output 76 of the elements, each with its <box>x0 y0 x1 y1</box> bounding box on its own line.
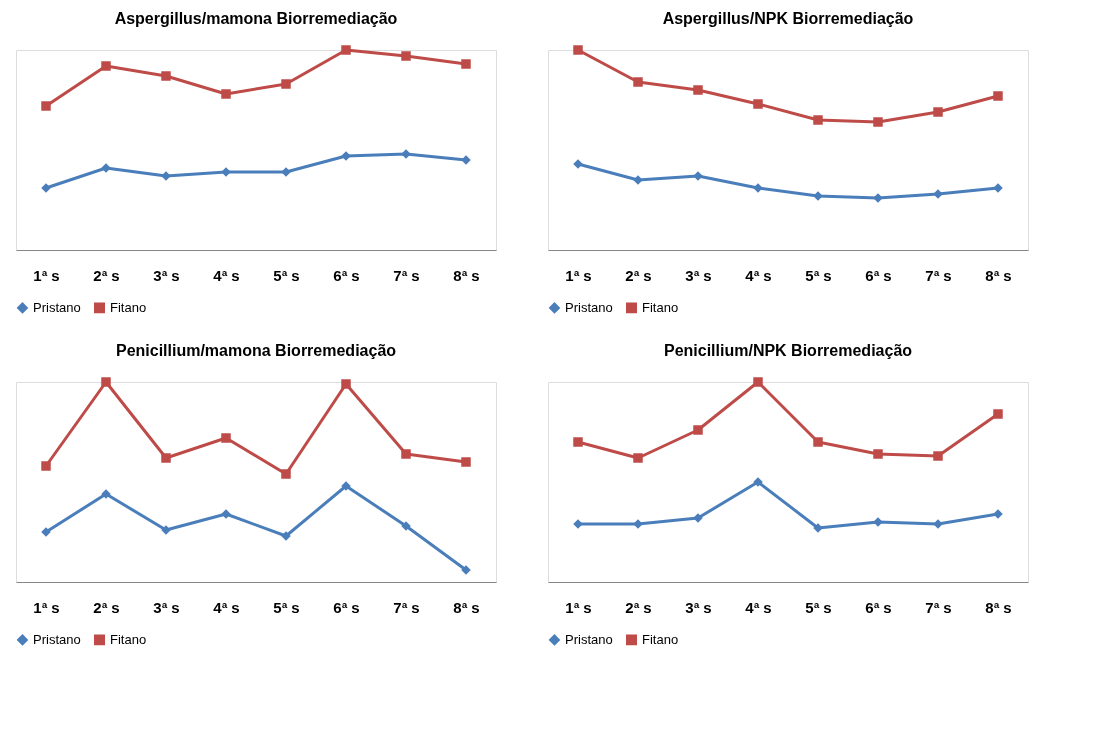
point <box>41 101 51 111</box>
x-tick-label: 6ª s <box>865 266 892 284</box>
x-tick-label: 2ª s <box>93 266 120 284</box>
x-tick-label: 3ª s <box>153 266 180 284</box>
x-tick-label: 7ª s <box>393 598 420 616</box>
point <box>221 89 231 99</box>
point <box>993 409 1003 419</box>
point <box>693 85 703 95</box>
point <box>41 461 51 471</box>
point <box>281 79 291 89</box>
point <box>753 99 763 109</box>
x-tick-label: 2ª s <box>625 266 652 284</box>
legend-label: Pristano <box>565 631 613 647</box>
x-tick-label: 4ª s <box>745 598 772 616</box>
x-tick-label: 6ª s <box>333 266 360 284</box>
legend-label: Pristano <box>565 299 613 315</box>
point <box>813 437 823 447</box>
legend-label: Pristano <box>33 631 81 647</box>
x-tick-label: 1ª s <box>565 266 592 284</box>
chart-title: Penicillium/NPK Biorremediação <box>663 342 913 360</box>
legend-label: Fitano <box>110 299 147 315</box>
x-tick-label: 6ª s <box>333 598 360 616</box>
x-tick-label: 1ª s <box>33 598 60 616</box>
point <box>161 453 171 463</box>
x-tick-label: 6ª s <box>865 598 892 616</box>
chart-title: Penicillium/mamona Biorremediação <box>115 342 397 360</box>
x-tick-label: 8ª s <box>985 598 1012 616</box>
point <box>101 61 111 71</box>
point <box>573 45 583 55</box>
x-tick-label: 8ª s <box>985 266 1012 284</box>
point <box>341 45 351 55</box>
point <box>101 377 111 387</box>
x-tick-label: 4ª s <box>213 598 240 616</box>
x-tick-label: 5ª s <box>805 598 832 616</box>
point <box>693 425 703 435</box>
point <box>401 449 411 459</box>
point <box>933 107 943 117</box>
x-tick-label: 1ª s <box>565 598 592 616</box>
point <box>401 51 411 61</box>
x-tick-label: 3ª s <box>685 266 712 284</box>
legend-label: Fitano <box>642 631 679 647</box>
point <box>993 91 1003 101</box>
x-tick-label: 7ª s <box>393 266 420 284</box>
x-tick-label: 2ª s <box>625 598 652 616</box>
x-tick-label: 5ª s <box>805 266 832 284</box>
x-tick-label: 5ª s <box>273 266 300 284</box>
point <box>461 59 471 69</box>
x-tick-label: 8ª s <box>453 598 480 616</box>
point <box>461 457 471 467</box>
point <box>873 449 883 459</box>
point <box>341 379 351 389</box>
point <box>161 71 171 81</box>
point <box>813 115 823 125</box>
point <box>221 433 231 443</box>
x-tick-label: 3ª s <box>153 598 180 616</box>
point <box>281 469 291 479</box>
chart-title: Aspergillus/mamona Biorremediação <box>114 10 398 28</box>
x-tick-label: 7ª s <box>925 598 952 616</box>
chart-title: Aspergillus/NPK Biorremediação <box>662 10 914 28</box>
x-tick-label: 7ª s <box>925 266 952 284</box>
point <box>933 451 943 461</box>
x-tick-label: 4ª s <box>213 266 240 284</box>
point <box>633 453 643 463</box>
point <box>633 77 643 87</box>
x-tick-label: 2ª s <box>93 598 120 616</box>
legend-label: Fitano <box>642 299 679 315</box>
point <box>873 117 883 127</box>
legend-label: Pristano <box>33 299 81 315</box>
x-tick-label: 5ª s <box>273 598 300 616</box>
x-tick-label: 3ª s <box>685 598 712 616</box>
legend-label: Fitano <box>110 631 147 647</box>
x-tick-label: 4ª s <box>745 266 772 284</box>
x-tick-label: 8ª s <box>453 266 480 284</box>
point <box>753 377 763 387</box>
x-tick-label: 1ª s <box>33 266 60 284</box>
point <box>573 437 583 447</box>
